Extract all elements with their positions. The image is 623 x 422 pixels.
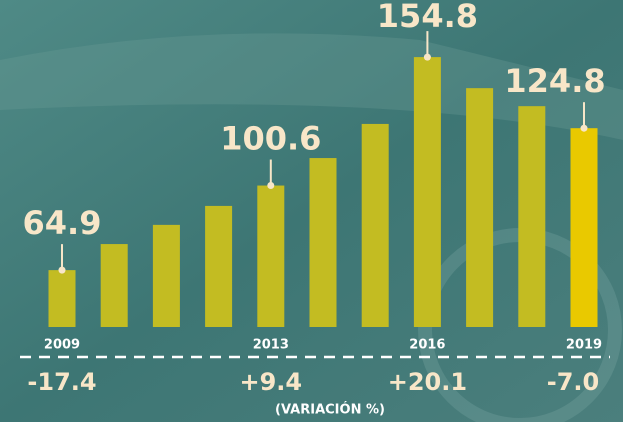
value-label: 124.8 [504,62,605,100]
variation-label: -17.4 [27,368,96,396]
bar [570,128,598,327]
bar [257,185,285,327]
bar [413,57,441,328]
value-label: 100.6 [220,120,321,158]
callout-dot [580,124,588,132]
value-label: 64.9 [23,204,102,242]
callout-dot [267,182,275,190]
variation-label: -7.0 [547,368,599,396]
x-tick-label: 2016 [409,338,445,353]
callout-dot [58,266,66,274]
bar [309,158,337,327]
x-tick-label: 2013 [253,338,289,353]
bar [518,106,546,327]
value-label: 154.8 [377,0,478,35]
callout-dot [423,53,431,61]
variation-title: (VARIACIÓN %) [275,402,385,418]
bar [48,270,76,327]
bar [466,88,494,327]
variation-label: +9.4 [239,368,302,396]
bar [361,123,389,328]
x-tick-label: 2019 [566,338,602,353]
bar [100,244,128,327]
variation-label: +20.1 [388,368,467,396]
bar [205,205,233,327]
bar [152,224,180,327]
x-tick-label: 2009 [44,338,80,353]
